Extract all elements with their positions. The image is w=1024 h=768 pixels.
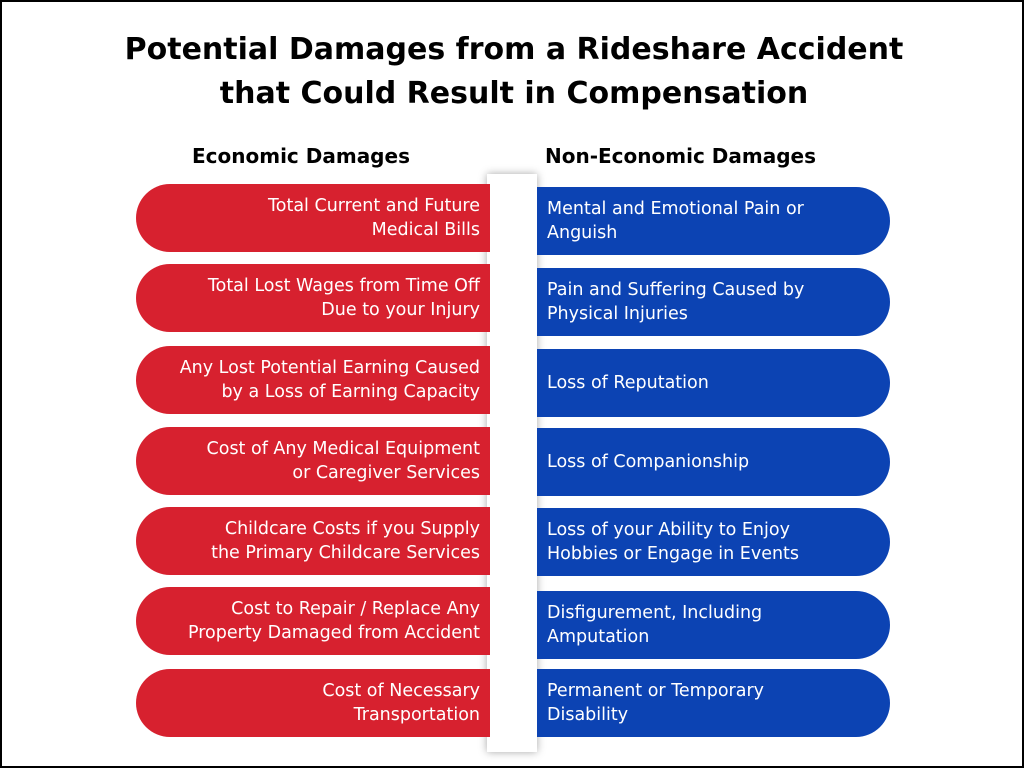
economic-item: Total Current and Future Medical Bills bbox=[136, 184, 490, 252]
economic-item: Cost of Any Medical Equipment or Caregiv… bbox=[136, 427, 490, 495]
non-economic-item: Loss of Companionship bbox=[537, 428, 890, 496]
non-economic-item: Pain and Suffering Caused by Physical In… bbox=[537, 268, 890, 336]
non-economic-item: Permanent or Temporary Disability bbox=[537, 669, 890, 737]
economic-damages-heading: Economic Damages bbox=[192, 144, 410, 168]
economic-item: Cost to Repair / Replace Any Property Da… bbox=[136, 587, 490, 655]
economic-item: Total Lost Wages from Time Off Due to yo… bbox=[136, 264, 490, 332]
page-title: Potential Damages from a Rideshare Accid… bbox=[124, 32, 904, 111]
center-divider bbox=[487, 174, 537, 752]
economic-item: Cost of Necessary Transportation bbox=[136, 669, 490, 737]
non-economic-item: Loss of Reputation bbox=[537, 349, 890, 417]
economic-item: Childcare Costs if you Supply the Primar… bbox=[136, 507, 490, 575]
non-economic-item: Mental and Emotional Pain or Anguish bbox=[537, 187, 890, 255]
economic-item: Any Lost Potential Earning Caused by a L… bbox=[136, 346, 490, 414]
non-economic-item: Loss of your Ability to Enjoy Hobbies or… bbox=[537, 508, 890, 576]
non-economic-damages-heading: Non-Economic Damages bbox=[545, 144, 816, 168]
non-economic-item: Disfigurement, Including Amputation bbox=[537, 591, 890, 659]
